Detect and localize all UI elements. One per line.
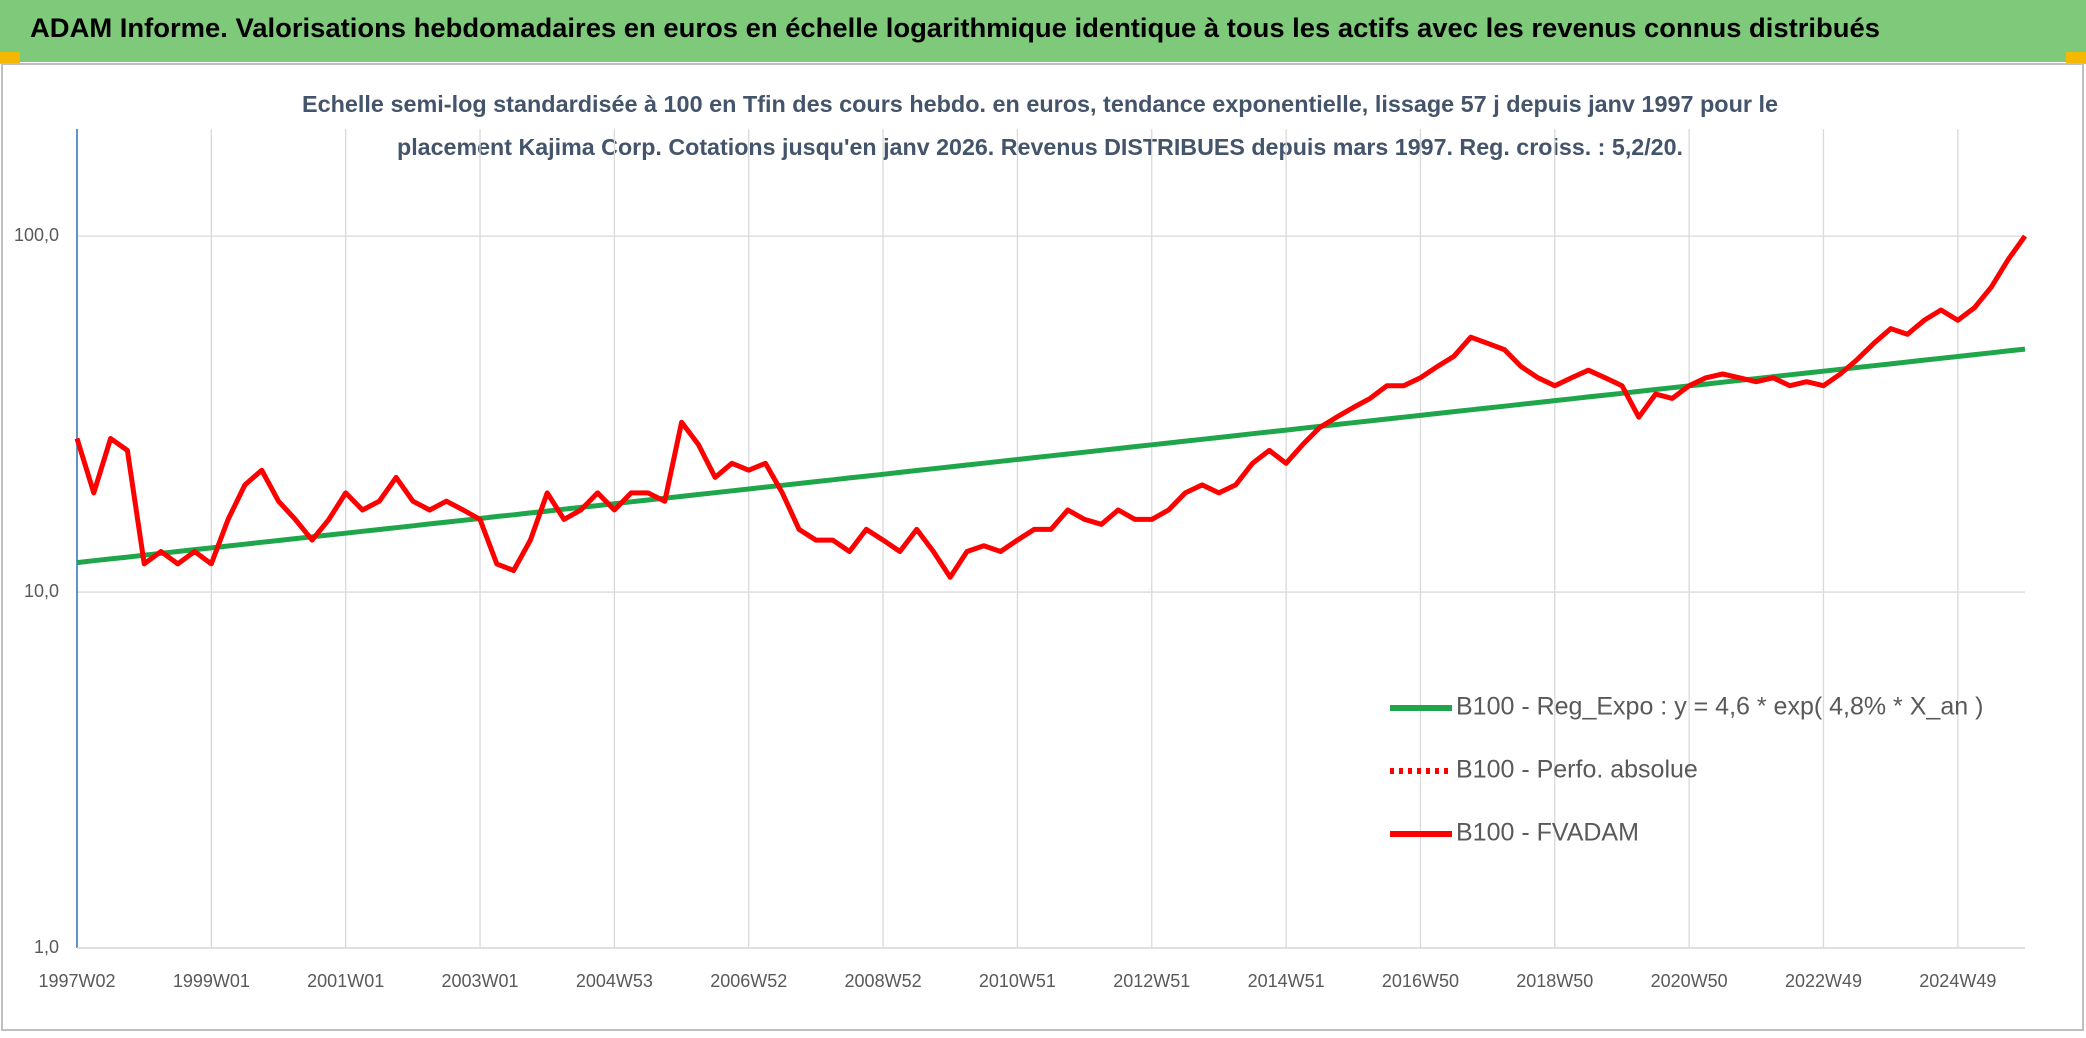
y-tick-label: 10,0	[24, 581, 59, 601]
series-line	[74, 234, 2028, 580]
legend-label: B100 - Reg_Expo : y = 4,6 * exp( 4,8% * …	[1456, 693, 1983, 721]
series-line	[76, 346, 2026, 566]
x-tick-label: 2012W51	[1113, 971, 1190, 991]
legend-label: B100 - Perfo. absolue	[1456, 756, 1698, 784]
x-tick-label: 1997W02	[38, 971, 115, 991]
corner-mark	[0, 52, 20, 64]
x-tick-label: 2004W53	[576, 971, 653, 991]
x-tick-label: 1999W01	[173, 971, 250, 991]
chart-subtitle: placement Kajima Corp. Cotations jusqu'e…	[397, 134, 1683, 160]
x-tick-label: 2016W50	[1382, 971, 1459, 991]
y-tick-label: 1,0	[34, 937, 59, 957]
y-tick-label: 100,0	[14, 225, 59, 245]
x-tick-label: 2022W49	[1785, 971, 1862, 991]
chart-title: ADAM Informe. Valorisations hebdomadaire…	[30, 13, 1880, 43]
header-bar	[0, 0, 2086, 62]
corner-mark	[2066, 52, 2086, 64]
x-tick-label: 2001W01	[307, 971, 384, 991]
x-tick-label: 2010W51	[979, 971, 1056, 991]
x-tick-label: 2006W52	[710, 971, 787, 991]
x-tick-label: 2014W51	[1248, 971, 1325, 991]
x-tick-label: 2018W50	[1516, 971, 1593, 991]
x-tick-label: 2003W01	[442, 971, 519, 991]
chart-border	[1, 63, 2084, 1031]
x-tick-label: 2008W52	[845, 971, 922, 991]
x-tick-label: 2020W50	[1651, 971, 1728, 991]
legend-label: B100 - FVADAM	[1456, 819, 1639, 847]
x-tick-label: 2024W49	[1919, 971, 1996, 991]
chart-subtitle: Echelle semi-log standardisée à 100 en T…	[302, 91, 1778, 117]
